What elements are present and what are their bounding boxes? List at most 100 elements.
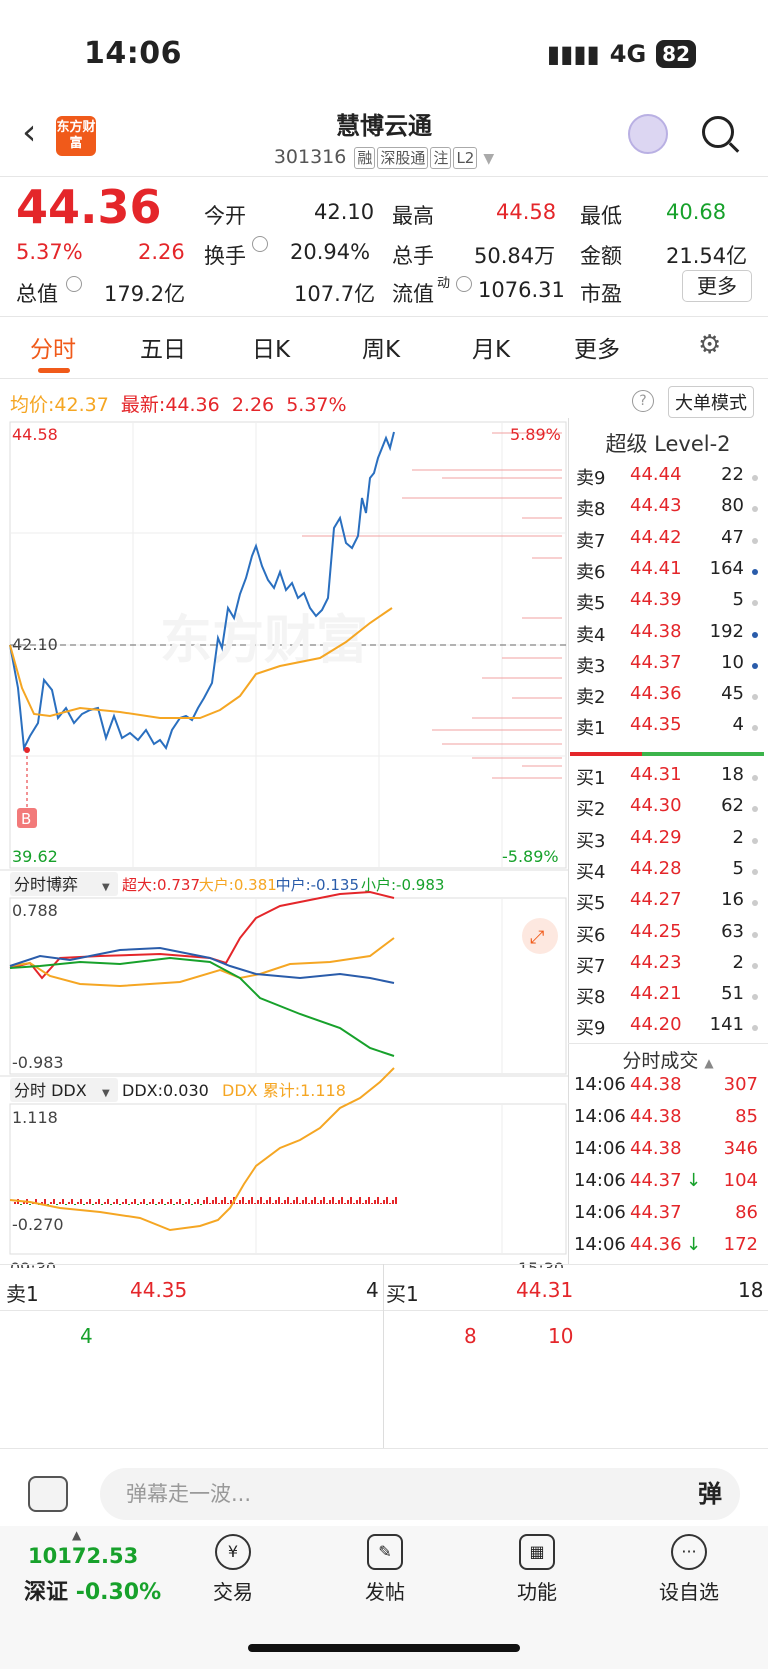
intraday-charts[interactable]: 东方财富 B 44.58 42.10 39.62 5.89% -5.89% 分时… bbox=[0, 418, 568, 1268]
tab-underline bbox=[38, 368, 70, 373]
order-dot-icon bbox=[752, 962, 758, 969]
grid-icon: ▦ bbox=[519, 1534, 555, 1570]
gear-icon[interactable]: ⚙ bbox=[698, 330, 722, 360]
ask-row[interactable]: 卖6 44.41 164 bbox=[576, 558, 762, 588]
tab-month-k[interactable]: 月K bbox=[472, 337, 511, 363]
ddx-bar bbox=[326, 1203, 328, 1204]
bid-row[interactable]: 买5 44.27 16 bbox=[576, 889, 762, 919]
bid-row[interactable]: 买8 44.21 51 bbox=[576, 983, 762, 1013]
ddx-value: DDX:0.030 bbox=[122, 1081, 209, 1100]
bid-price: 44.27 bbox=[630, 889, 682, 911]
bid-row[interactable]: 买3 44.29 2 bbox=[576, 827, 762, 857]
ask-volume: 5 bbox=[732, 589, 744, 611]
nav-trade[interactable]: ¥ 交易 bbox=[188, 1534, 278, 1605]
ddx-bar bbox=[107, 1199, 109, 1204]
trade-price: 44.37 bbox=[630, 1202, 682, 1223]
stock-code-line: 301316 融深股通注 L2 ▼ bbox=[0, 146, 768, 169]
index-line[interactable]: 深证 -0.30% bbox=[24, 1574, 161, 1606]
nav-watchlist[interactable]: ··· 设自选 bbox=[644, 1534, 734, 1605]
ddx-bar bbox=[323, 1197, 325, 1204]
chart-tabs: 分时 五日 日K 周K 月K 更多 ⚙ bbox=[0, 320, 768, 378]
bid-row[interactable]: 买7 44.23 2 bbox=[576, 952, 762, 982]
trade-volume: 86 bbox=[735, 1202, 758, 1223]
ddx-bar bbox=[281, 1203, 283, 1204]
ddx-panel-selector bbox=[10, 1078, 118, 1102]
index-name: 深证 bbox=[24, 1580, 69, 1605]
ddx-bar bbox=[92, 1204, 94, 1205]
ask-row[interactable]: 卖2 44.36 45 bbox=[576, 683, 762, 713]
order-dot-icon bbox=[752, 994, 758, 1001]
bid-row[interactable]: 买9 44.20 141 bbox=[576, 1014, 762, 1044]
bid-volume: 141 bbox=[709, 1014, 744, 1036]
index-value[interactable]: 10172.53 bbox=[28, 1544, 139, 1568]
ask-price: 44.43 bbox=[630, 495, 682, 517]
y-low-label: 39.62 bbox=[12, 847, 58, 866]
ask-row[interactable]: 卖7 44.42 47 bbox=[576, 527, 762, 557]
search-icon[interactable] bbox=[702, 116, 734, 148]
latest-label: 最新: bbox=[120, 394, 166, 416]
ddx-bar bbox=[212, 1200, 214, 1204]
ddx-bar bbox=[164, 1204, 166, 1205]
bid-row[interactable]: 买6 44.25 63 bbox=[576, 921, 762, 951]
tab-more[interactable]: 更多 bbox=[574, 337, 620, 363]
ddx-bar bbox=[191, 1204, 193, 1205]
quote-label: 换手 bbox=[204, 244, 246, 268]
bid-volume: 18 bbox=[721, 764, 744, 785]
bid-row[interactable]: 买2 44.30 62 bbox=[576, 795, 762, 825]
ask-row[interactable]: 卖4 44.38 192 bbox=[576, 621, 762, 651]
buy-marker-label: B bbox=[21, 810, 31, 828]
ddx-bar bbox=[248, 1200, 250, 1204]
trade-volume: 307 bbox=[723, 1074, 758, 1095]
robot-avatar-icon[interactable] bbox=[628, 114, 668, 154]
tab-five-day[interactable]: 五日 bbox=[140, 337, 186, 363]
ask-row[interactable]: 卖1 44.35 4 bbox=[576, 714, 762, 744]
ask-row[interactable]: 卖9 44.44 22 bbox=[576, 464, 762, 494]
tab-intraday[interactable]: 分时 bbox=[30, 337, 76, 363]
divider bbox=[0, 1310, 768, 1311]
bid-level: 买1 bbox=[576, 768, 606, 789]
ask-row[interactable]: 卖8 44.43 80 bbox=[576, 495, 762, 525]
ddx-sum-value: DDX 累计:1.118 bbox=[222, 1081, 346, 1100]
notes-icon[interactable] bbox=[28, 1476, 68, 1512]
ask-volume: 164 bbox=[709, 557, 744, 579]
price-line bbox=[9, 431, 395, 752]
info-circle-icon[interactable] bbox=[66, 276, 82, 292]
pe-sup: 动 bbox=[437, 276, 451, 291]
info-circle-icon[interactable] bbox=[456, 276, 472, 292]
ddx-bar bbox=[254, 1203, 256, 1204]
quote-more-button[interactable]: 更多 bbox=[682, 270, 752, 302]
ask-row[interactable]: 卖3 44.37 10 bbox=[576, 652, 762, 682]
pct-low-label: -5.89% bbox=[502, 847, 559, 866]
barrage-input[interactable]: 弹幕走一波... bbox=[100, 1468, 740, 1520]
bottom-ask-label: 卖1 bbox=[6, 1282, 39, 1306]
big-order-mode-button[interactable]: 大单模式 bbox=[668, 386, 754, 418]
trades-title[interactable]: 分时成交 ▲ bbox=[568, 1046, 768, 1073]
back-button[interactable]: ‹ bbox=[22, 112, 37, 153]
ddx-bar bbox=[68, 1202, 70, 1204]
tab-day-k[interactable]: 日K bbox=[252, 337, 291, 363]
battery-icon: 82 bbox=[656, 40, 696, 68]
latest-value: 44.36 bbox=[165, 394, 220, 416]
ddx-bar bbox=[188, 1199, 190, 1204]
info-circle-icon[interactable] bbox=[252, 236, 268, 252]
divider bbox=[568, 1043, 768, 1044]
order-dot-icon bbox=[752, 694, 758, 701]
nav-post[interactable]: ✎ 发帖 bbox=[340, 1534, 430, 1605]
expand-icon-bg bbox=[522, 918, 558, 954]
bid-row[interactable]: 买1 44.31 18 bbox=[576, 764, 762, 794]
trade-time: 14:06 bbox=[574, 1138, 626, 1159]
tab-week-k[interactable]: 周K bbox=[362, 337, 401, 363]
barrage-toggle-button[interactable]: 弹 bbox=[698, 1480, 722, 1508]
volume-profile bbox=[302, 432, 562, 779]
ask-level: 卖1 bbox=[576, 718, 606, 740]
buy-marker-badge bbox=[17, 808, 37, 828]
bid-row[interactable]: 买4 44.28 5 bbox=[576, 858, 762, 888]
ddx-bar bbox=[362, 1203, 364, 1204]
trade-volume: 172 bbox=[723, 1234, 758, 1255]
chevron-down-icon[interactable]: ▼ bbox=[483, 151, 495, 167]
nav-functions[interactable]: ▦ 功能 bbox=[492, 1534, 582, 1605]
help-icon[interactable]: ? bbox=[632, 390, 654, 412]
bid-price: 44.23 bbox=[630, 951, 682, 973]
signal-icon: ▮▮▮▮ bbox=[546, 40, 600, 68]
ask-row[interactable]: 卖5 44.39 5 bbox=[576, 589, 762, 619]
